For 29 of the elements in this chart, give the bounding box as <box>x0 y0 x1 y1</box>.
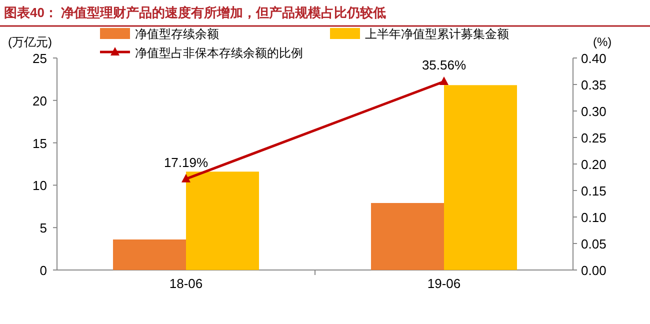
y2-tick-label: 0.05 <box>581 236 606 252</box>
y2-tick-label: 0.20 <box>581 157 606 172</box>
y2-tick-label: 0.25 <box>581 130 606 146</box>
y-tick-label: 10 <box>32 178 47 194</box>
y2-tick-label: 0.35 <box>581 78 606 92</box>
y2-tick-label: 0.40 <box>581 51 606 66</box>
y2-tick-label: 0.00 <box>581 263 606 278</box>
legend-label: 净值型存续余额 <box>135 27 219 41</box>
y2-tick-label: 0.30 <box>581 104 606 119</box>
y-tick-label: 25 <box>32 51 47 66</box>
y-tick-label: 5 <box>40 220 47 236</box>
y-tick-label: 20 <box>32 93 47 108</box>
bar <box>444 85 517 270</box>
y2-axis-title: (%) <box>593 35 612 49</box>
y2-tick-label: 0.15 <box>581 184 606 198</box>
y-tick-label: 0 <box>40 263 47 278</box>
bar <box>186 172 259 270</box>
bar <box>113 239 186 270</box>
y-tick-label: 15 <box>32 136 47 151</box>
chart-title: 图表40： 净值型理财产品的速度有所增加，但产品规模占比仍较低 <box>4 5 386 20</box>
x-tick-label: 18-06 <box>169 276 203 291</box>
legend-label: 上半年净值型累计募集金额 <box>365 27 509 41</box>
y-axis-title: (万亿元) <box>8 35 52 49</box>
legend-label: 净值型占非保本存续余额的比例 <box>135 46 303 60</box>
x-tick-label: 19-06 <box>427 276 461 291</box>
data-label: 17.19% <box>164 154 208 170</box>
data-label: 35.56% <box>422 58 466 73</box>
bar <box>371 203 444 270</box>
y2-tick-label: 0.10 <box>581 210 606 225</box>
